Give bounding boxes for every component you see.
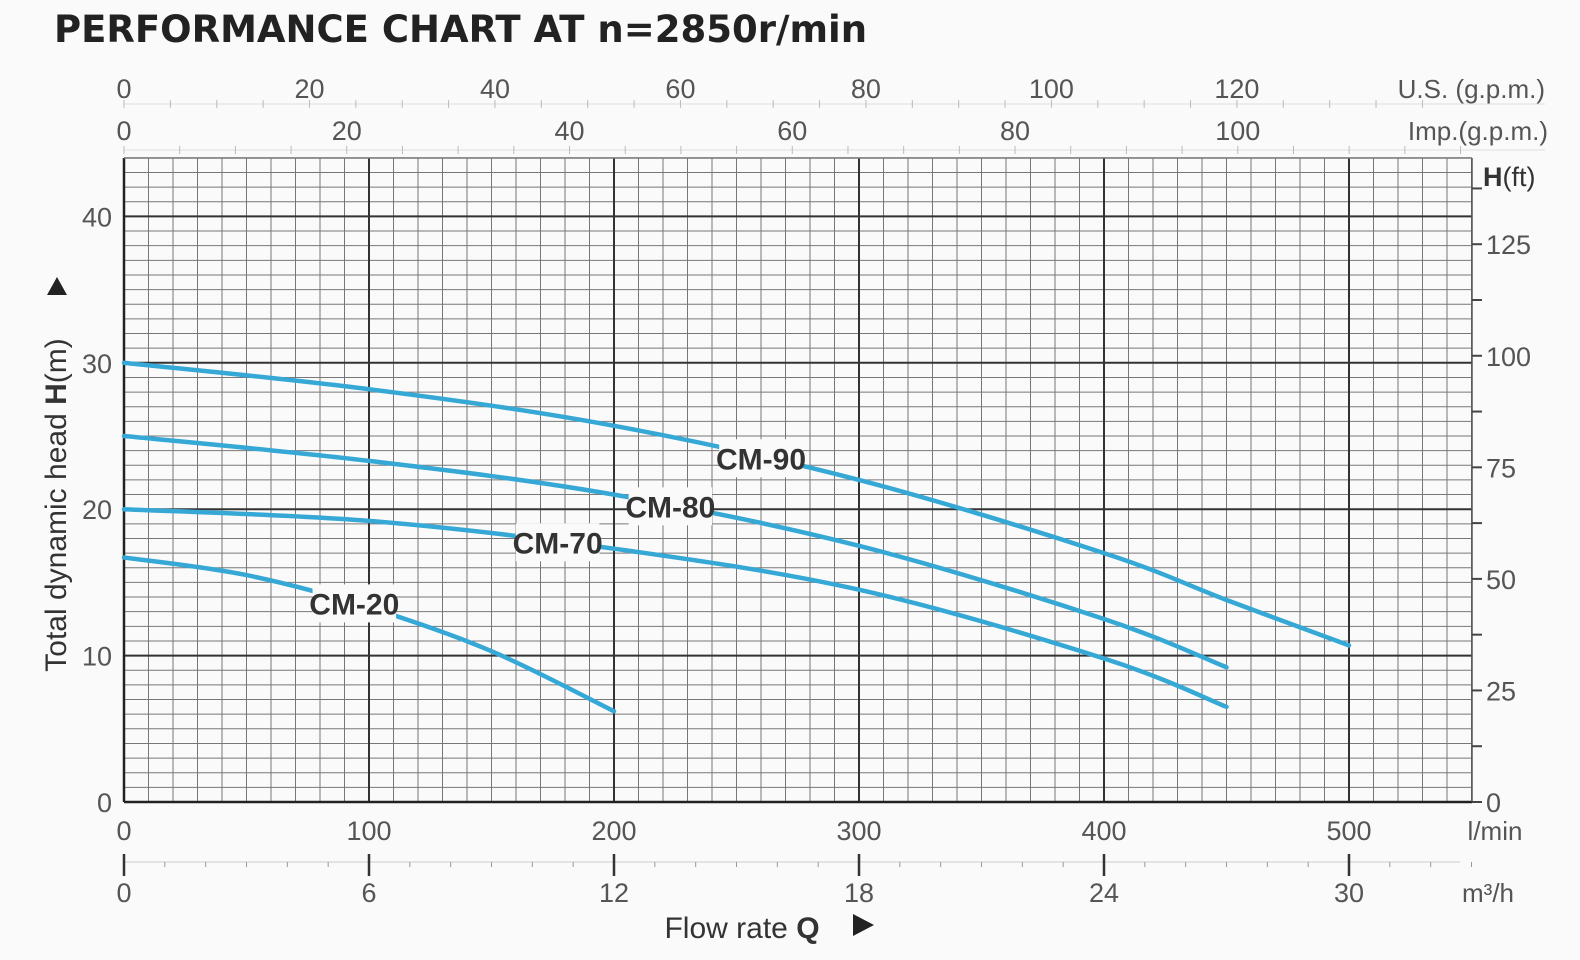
m3h-unit-label: m³/h — [1462, 878, 1514, 908]
minor-grid — [124, 157, 1472, 802]
curve-label-bg — [719, 439, 803, 478]
y-axis-arrow-icon — [47, 277, 67, 295]
chart-title: PERFORMANCE CHART AT n=2850r/min — [54, 8, 868, 51]
us-gpm-tick-label: 80 — [851, 74, 881, 104]
y-axis-title: Total dynamic head H(m) — [40, 338, 73, 671]
us-gpm-unit-label: U.S. (g.p.m.) — [1398, 74, 1545, 104]
m3h-tick-label: 0 — [116, 878, 131, 908]
y-tick-label: 0 — [97, 788, 112, 818]
ft-tick-label: 75 — [1486, 453, 1516, 483]
ft-tick-label: 50 — [1486, 565, 1516, 595]
x-tick-label: 400 — [1081, 816, 1126, 846]
x-tick-label: 100 — [346, 816, 391, 846]
curve-label-cm-70: CM-70 — [513, 527, 603, 560]
x-unit-label: l/min — [1468, 816, 1523, 846]
curve-label-bg — [628, 487, 713, 526]
ft-tick-label: 0 — [1486, 788, 1501, 818]
m3h-tick-label: 24 — [1089, 878, 1119, 908]
imp-gpm-tick-label: 20 — [332, 116, 362, 146]
us-gpm-tick-label: 20 — [294, 74, 324, 104]
y-tick-label: 10 — [82, 642, 112, 672]
imp-gpm-unit-label: Imp.(g.p.m.) — [1408, 116, 1548, 146]
y-tick-label: 20 — [82, 495, 112, 525]
m3h-tick-label: 18 — [844, 878, 874, 908]
imp-gpm-tick-label: 40 — [554, 116, 584, 146]
us-gpm-tick-label: 120 — [1214, 74, 1259, 104]
us-gpm-tick-label: 0 — [116, 74, 131, 104]
us-gpm-tick-label: 60 — [665, 74, 695, 104]
curve-cm-90 — [121, 360, 1352, 648]
x-tick-label: 500 — [1326, 816, 1371, 846]
x-axis-title: Flow rate Q — [664, 912, 819, 945]
ft-tick-label: 125 — [1486, 230, 1531, 260]
m3h-tick-label: 30 — [1334, 878, 1364, 908]
curve-label-bg — [312, 584, 397, 623]
imp-gpm-tick-label: 0 — [116, 116, 131, 146]
ft-axis-label: H(ft) — [1483, 162, 1536, 192]
curve-label-cm-20: CM-20 — [309, 588, 399, 621]
imp-gpm-tick-label: 100 — [1215, 116, 1260, 146]
curve-cm-70 — [121, 506, 1229, 710]
m3h-tick-label: 12 — [599, 878, 629, 908]
imp-gpm-tick-label: 80 — [1000, 116, 1030, 146]
x-axis-arrow-icon — [853, 914, 874, 936]
ft-tick-label: 25 — [1486, 676, 1516, 706]
y-tick-label: 30 — [82, 349, 112, 379]
x-tick-label: 300 — [836, 816, 881, 846]
x-tick-label: 0 — [116, 816, 131, 846]
us-gpm-tick-label: 100 — [1029, 74, 1074, 104]
m3h-tick-label: 6 — [361, 878, 376, 908]
y-tick-label: 40 — [82, 202, 112, 232]
curve-label-cm-90: CM-90 — [716, 443, 806, 476]
us-gpm-tick-label: 40 — [480, 74, 510, 104]
imp-gpm-tick-label: 60 — [777, 116, 807, 146]
curve-label-bg — [515, 523, 600, 562]
curve-cm-80 — [121, 433, 1229, 670]
curve-label-cm-80: CM-80 — [625, 491, 715, 524]
ft-tick-label: 100 — [1486, 342, 1531, 372]
x-tick-label: 200 — [591, 816, 636, 846]
